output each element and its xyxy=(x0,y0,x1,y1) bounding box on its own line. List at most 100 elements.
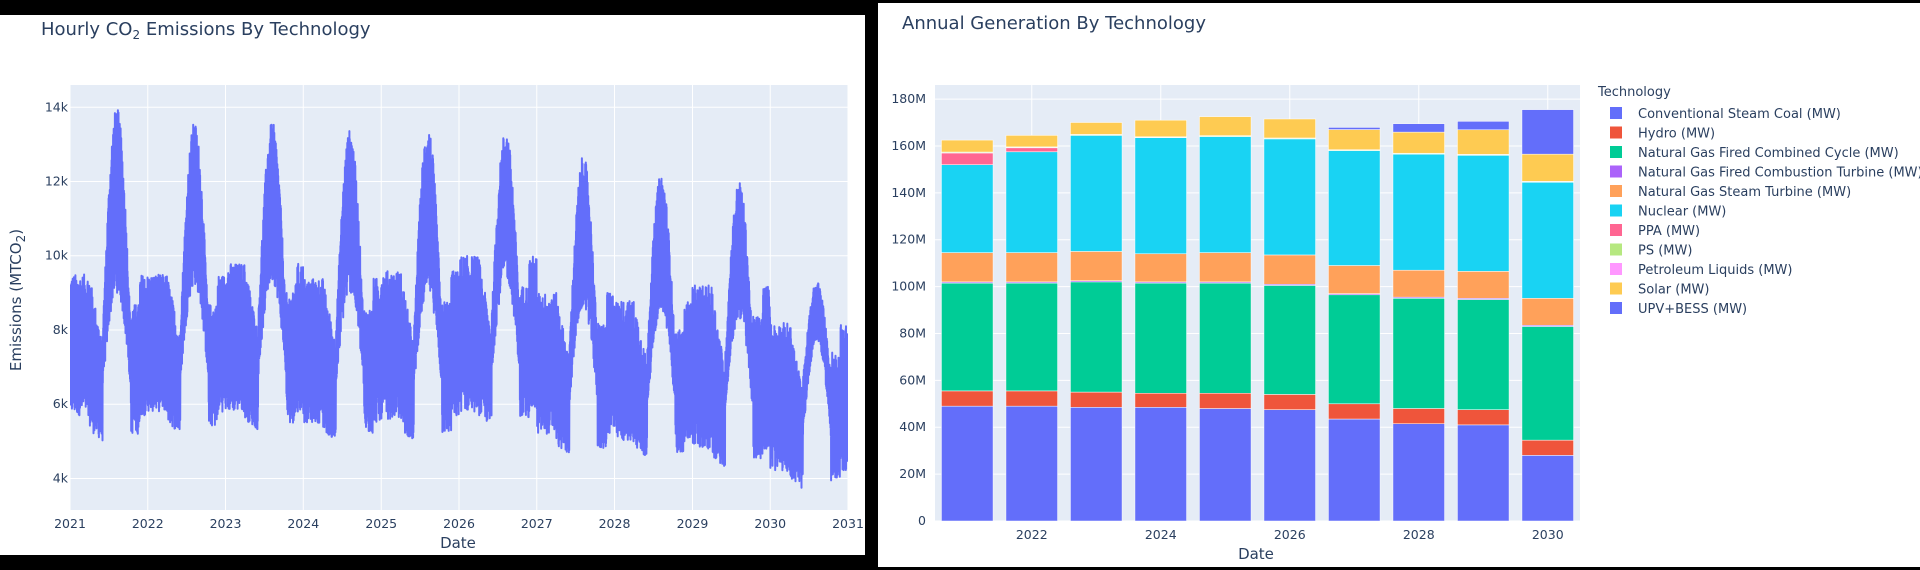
bar-segment xyxy=(941,252,994,283)
generation-y-tick-label: 140M xyxy=(891,185,926,200)
bar-segment xyxy=(1199,116,1252,136)
emissions-x-tick-label: 2031 xyxy=(832,516,864,531)
emissions-x-tick-label: 2028 xyxy=(599,516,631,531)
bar-segment xyxy=(941,282,994,392)
bar-segment xyxy=(1199,282,1252,394)
emissions-y-tick-label: 14k xyxy=(45,99,69,114)
bar-segment xyxy=(1005,147,1058,153)
bar-segment xyxy=(1134,407,1187,522)
legend-label: Conventional Steam Coal (MW) xyxy=(1638,107,1841,122)
bar-segment xyxy=(1263,394,1316,410)
legend-item[interactable]: Petroleum Liquids (MW) xyxy=(1610,263,1792,278)
legend-item[interactable]: UPV+BESS (MW) xyxy=(1610,302,1747,317)
emissions-x-tick-label: 2021 xyxy=(54,516,86,531)
legend-swatch xyxy=(1610,146,1622,158)
bar-segment xyxy=(1005,135,1058,148)
generation-x-tick-label: 2030 xyxy=(1532,527,1564,542)
generation-y-tick-label: 60M xyxy=(899,372,926,387)
legend-item[interactable]: PS (MW) xyxy=(1610,243,1692,259)
legend-label: PPA (MW) xyxy=(1638,224,1700,239)
emissions-x-tick-label: 2023 xyxy=(210,516,242,531)
bar-segment xyxy=(1521,455,1574,522)
bar-segment xyxy=(1328,418,1381,522)
legend-item[interactable]: Solar (MW) xyxy=(1610,282,1709,298)
emissions-chart-title: Hourly CO2 Emissions By Technology xyxy=(41,19,371,42)
bar-segment xyxy=(1521,109,1574,155)
bar-segment xyxy=(1070,122,1123,135)
legend-title: Technology xyxy=(1597,85,1671,100)
bar-segment xyxy=(941,390,994,407)
bar-segment xyxy=(1328,150,1381,266)
legend-swatch xyxy=(1610,263,1622,275)
legend-item[interactable]: Hydro (MW) xyxy=(1610,126,1715,142)
generation-x-tick-label: 2022 xyxy=(1016,527,1048,542)
bar-segment xyxy=(1263,254,1316,285)
bar-segment xyxy=(941,164,994,253)
bar-segment xyxy=(1070,135,1123,252)
bar-segment xyxy=(1134,253,1187,283)
bar-segment xyxy=(1005,390,1058,407)
legend-swatch xyxy=(1610,185,1622,197)
legend-item[interactable]: Natural Gas Steam Turbine (MW) xyxy=(1610,185,1851,200)
bar-segment xyxy=(1328,127,1381,130)
bar-segment xyxy=(1392,269,1445,298)
emissions-y-axis-ticks: 4k 6k 8k 10k 12k 14k xyxy=(45,99,69,485)
legend-item[interactable]: Natural Gas Fired Combined Cycle (MW) xyxy=(1610,146,1899,161)
generation-x-tick-label: 2024 xyxy=(1145,527,1177,542)
generation-x-axis-ticks: 2022 2024 2026 2028 2030 xyxy=(1016,527,1564,542)
legend-label: UPV+BESS (MW) xyxy=(1638,302,1747,317)
generation-bars xyxy=(941,109,1574,522)
legend-item[interactable]: Natural Gas Fired Combustion Turbine (MW… xyxy=(1610,165,1920,181)
bar-segment xyxy=(1521,326,1574,441)
emissions-y-axis-title: Emissions (MTCO2) xyxy=(7,229,28,371)
legend-label: Natural Gas Fired Combustion Turbine (MW… xyxy=(1638,166,1920,181)
bar-segment xyxy=(1005,151,1058,253)
bar-segment xyxy=(1005,405,1058,522)
generation-y-tick-label: 160M xyxy=(891,138,926,153)
bar-segment xyxy=(941,139,994,153)
generation-y-tick-label: 180M xyxy=(891,91,926,106)
generation-chart-title: Annual Generation By Technology xyxy=(902,13,1206,34)
generation-y-tick-label: 100M xyxy=(891,279,926,294)
legend-item[interactable]: PPA (MW) xyxy=(1610,224,1700,239)
bar-segment xyxy=(1392,123,1445,133)
bar-segment xyxy=(1199,392,1252,409)
bar-segment xyxy=(1328,129,1381,150)
bar-segment xyxy=(1263,138,1316,256)
bar-segment xyxy=(1199,136,1252,253)
bar-segment xyxy=(1457,155,1510,272)
emissions-x-axis-title: Date xyxy=(440,534,476,552)
bar-segment xyxy=(1005,252,1058,283)
bar-segment xyxy=(1457,299,1510,410)
legend-item[interactable]: Nuclear (MW) xyxy=(1610,204,1726,220)
legend-label: Petroleum Liquids (MW) xyxy=(1638,263,1792,278)
legend-label: PS (MW) xyxy=(1638,244,1692,259)
bar-segment xyxy=(1263,285,1316,395)
generation-x-axis-title: Date xyxy=(1238,545,1274,563)
bar-segment xyxy=(1134,282,1187,394)
bar-segment xyxy=(1005,282,1058,392)
emissions-chart-panel: 4k 6k 8k 10k 12k 14k 2021 2022 2023 2024 2025 2026… xyxy=(0,15,865,555)
bar-segment xyxy=(1392,153,1445,271)
bar-segment xyxy=(1070,391,1123,408)
bar-segment xyxy=(1392,423,1445,522)
legend-swatch xyxy=(1610,224,1622,236)
bar-segment xyxy=(1392,131,1445,154)
bar-segment xyxy=(941,152,994,165)
technology-legend[interactable]: Conventional Steam Coal (MW) Hydro (MW) Na… xyxy=(1610,107,1920,317)
bar-segment xyxy=(1134,119,1187,138)
legend-swatch xyxy=(1610,243,1622,256)
bar-segment xyxy=(1070,407,1123,522)
bar-segment xyxy=(1070,251,1123,281)
bar-segment xyxy=(1328,294,1381,405)
generation-y-axis-ticks: 0 20M 40M 60M 80M 100M 120M 140M 160M 180M xyxy=(891,91,926,528)
legend-label: Hydro (MW) xyxy=(1638,127,1715,142)
bar-segment xyxy=(1199,408,1252,522)
bar-segment xyxy=(1521,153,1574,182)
emissions-y-tick-label: 12k xyxy=(45,174,69,189)
emissions-x-tick-label: 2026 xyxy=(443,516,475,531)
legend-swatch xyxy=(1610,107,1622,119)
bar-segment xyxy=(1392,408,1445,424)
legend-item[interactable]: Conventional Steam Coal (MW) xyxy=(1610,107,1841,122)
